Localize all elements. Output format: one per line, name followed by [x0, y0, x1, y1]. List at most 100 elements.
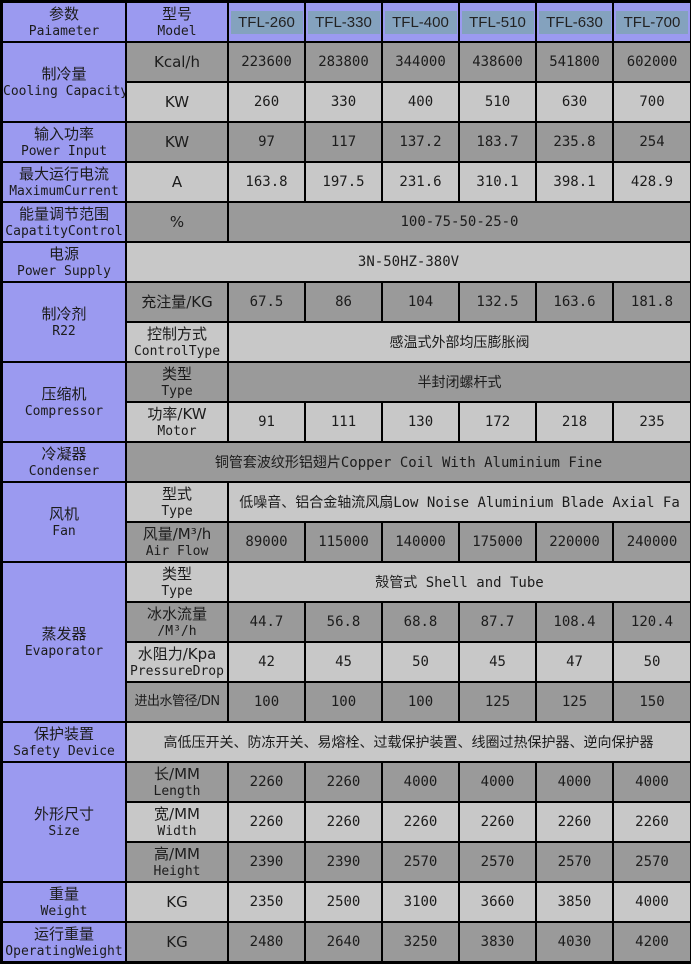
value-cell: 50 — [612, 641, 691, 683]
unit-label-zh: Kcal/h — [153, 52, 200, 71]
value-cell: 260 — [227, 81, 306, 123]
param-group-zh: 保护装置 — [33, 724, 94, 743]
table-row: KW 260 330 400 510 630 700 — [2, 81, 691, 123]
table-row: 高/MM Height 2390 2390 2570 2570 2570 2570 — [2, 841, 691, 883]
value-cell: 140000 — [381, 521, 460, 563]
table-row: 外形尺寸 Size 长/MM Length 2260 2260 4000 4000 4000 40… — [1, 761, 691, 883]
value-cell: 344000 — [381, 41, 460, 83]
param-group-en: Compressor — [24, 403, 104, 419]
unit-cell: 型式 Type — [125, 481, 229, 523]
model-header-zh: 型号 — [161, 4, 192, 23]
unit-label-zh: KG — [166, 932, 188, 951]
table-row: 控制方式 ControlType 感温式外部均压膨胀阀 — [2, 321, 691, 363]
full-span-value-cell: 3N-50HZ-380V — [125, 241, 691, 283]
table-row: 冰水流量/M³/h 44.7 56.8 68.8 87.7 108.4 120.4 — [2, 601, 691, 643]
unit-cell: KW — [125, 121, 229, 163]
value-cell: 181.8 — [612, 281, 691, 323]
unit-label-zh: 类型 — [161, 364, 192, 383]
value-cell: 100 — [304, 681, 383, 723]
value-cell: 163.8 — [227, 161, 306, 203]
unit-label-zh: KW — [164, 92, 190, 111]
value-cell: 398.1 — [535, 161, 614, 203]
parameter-header-cell: 参数 Paiameter — [1, 1, 127, 43]
value-cell: 602000 — [612, 41, 691, 83]
unit-label-zh: KG — [166, 892, 188, 911]
param-group-cell: 输入功率 Power Input — [1, 121, 127, 163]
unit-cell: 长/MM Length — [125, 761, 229, 803]
table-row: 水阻力/Kpa PressureDrop 42 45 50 45 47 50 — [2, 641, 691, 683]
value-cell: 2640 — [304, 921, 383, 963]
value-cell: 254 — [612, 121, 691, 163]
value-cell: 45 — [458, 641, 537, 683]
param-group-cell: 运行重量 OperatingWeight — [1, 921, 127, 963]
value-cell: 163.6 — [535, 281, 614, 323]
value-cell: 42 — [227, 641, 306, 683]
unit-label-zh: 充注量/KG — [141, 292, 213, 311]
param-group-zh: 冷凝器 — [41, 444, 87, 463]
value-cell: 3100 — [381, 881, 460, 923]
param-group-zh: 压缩机 — [41, 384, 87, 403]
value-cell: 2260 — [227, 761, 306, 803]
param-group-cell: 重量 Weight — [1, 881, 127, 923]
unit-label-en: Type — [161, 583, 193, 599]
value-cell: 2570 — [535, 841, 614, 883]
value-cell: 132.5 — [458, 281, 537, 323]
param-group-en: Power Input — [20, 143, 108, 159]
value-cell: 44.7 — [227, 601, 306, 643]
value-cell: 2260 — [612, 801, 691, 843]
param-group-cell: 压缩机 Compressor — [1, 361, 127, 443]
unit-label-zh: KW — [164, 132, 190, 151]
value-cell: 111 — [304, 401, 383, 443]
value-cell: 86 — [304, 281, 383, 323]
param-group-cell: 最大运行电流 MaximumCurrent — [1, 161, 127, 203]
unit-label-en: Motor — [157, 423, 197, 439]
param-group-cell: 制冷剂 R22 — [1, 281, 127, 363]
unit-cell: 冰水流量/M³/h — [125, 601, 229, 643]
value-cell: 172 — [458, 401, 537, 443]
value-cell: 97 — [227, 121, 306, 163]
param-group-en: Safety Device — [13, 743, 115, 759]
table-row: 能量调节范围 CapatityControl% 100-75-50-25-0 — [1, 201, 691, 243]
value-cell: 220000 — [535, 521, 614, 563]
value-cell: 47 — [535, 641, 614, 683]
unit-cell: 类型 Type — [125, 561, 229, 603]
unit-cell: 水阻力/Kpa PressureDrop — [125, 641, 229, 683]
model-name-highlight: TFL-510 — [461, 10, 534, 34]
value-cell: 108.4 — [535, 601, 614, 643]
value-cell: 50 — [381, 641, 460, 683]
value-cell: 2480 — [227, 921, 306, 963]
unit-cell: 充注量/KG — [125, 281, 229, 323]
unit-label-zh: 功率/KW — [147, 404, 207, 423]
unit-cell: 进出水管径/DN — [125, 681, 229, 723]
value-cell: 235 — [612, 401, 691, 443]
span-value-cell: 低噪音、铝合金轴流风扇Low Noise Aluminium Blade Axi… — [227, 481, 691, 523]
value-cell: 2260 — [458, 801, 537, 843]
value-cell: 2260 — [304, 801, 383, 843]
value-cell: 3830 — [458, 921, 537, 963]
span-value-cell: 半封闭螺杆式 — [227, 361, 691, 403]
param-group-zh: 蒸发器 — [41, 624, 87, 643]
value-cell: 4000 — [612, 881, 691, 923]
value-cell: 87.7 — [458, 601, 537, 643]
unit-label-zh: 类型 — [161, 564, 192, 583]
value-cell: 700 — [612, 81, 691, 123]
value-cell: 4000 — [612, 761, 691, 803]
table-row: 保护装置 Safety Device 高低压开关、防冻开关、易熔栓、过载保护装置、线… — [1, 721, 691, 763]
value-cell: 183.7 — [458, 121, 537, 163]
param-group-cell: 风机 Fan — [1, 481, 127, 563]
parameter-header-en: Paiameter — [28, 23, 100, 39]
value-cell: 240000 — [612, 521, 691, 563]
value-cell: 310.1 — [458, 161, 537, 203]
value-cell: 2500 — [304, 881, 383, 923]
model-column-header: TFL-260 — [227, 1, 306, 43]
unit-label-en: Length — [153, 783, 201, 799]
value-cell: 218 — [535, 401, 614, 443]
unit-cell: Kcal/h — [125, 41, 229, 83]
value-cell: 45 — [304, 641, 383, 683]
unit-label-en: Type — [161, 383, 193, 399]
table-row: 输入功率 Power Input KW 97 117 137.2 183.7 235.8 254 — [1, 121, 691, 163]
table-row: 蒸发器 Evaporator 类型 Type 殻管式 Shell and Tube — [1, 561, 691, 723]
value-cell: 2350 — [227, 881, 306, 923]
